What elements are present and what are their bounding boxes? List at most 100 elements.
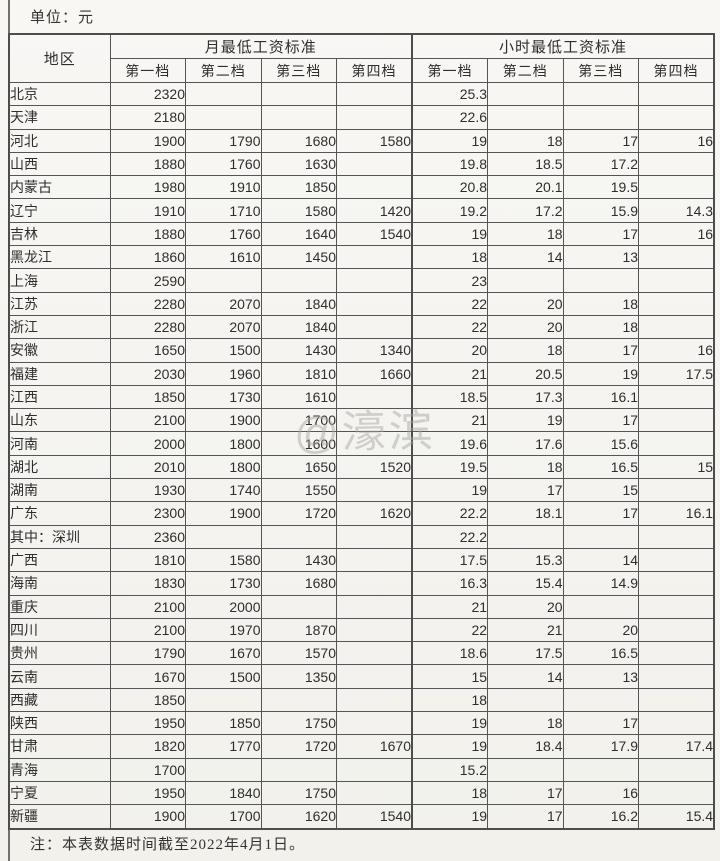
monthly-tier4-cell [336, 524, 413, 549]
table-header: 地区 月最低工资标准 小时最低工资标准 第一档 第二档 第三档 第四档 第一档 … [8, 33, 715, 83]
hourly-tier1-cell: 21 [411, 408, 489, 433]
monthly-tier3-cell: 1850 [260, 175, 337, 200]
monthly-tier3-cell: 1750 [260, 780, 337, 806]
hourly-tier2-cell: 14 [487, 245, 564, 270]
hourly-tier2-header: 第二档 [487, 58, 564, 83]
region-cell: 西藏 [8, 687, 111, 713]
hourly-tier1-cell: 18.5 [411, 384, 489, 410]
table-row: 四川 2100 1970 1870 22 21 20 [8, 617, 715, 643]
monthly-tier2-cell: 1730 [185, 384, 262, 410]
hourly-tier3-cell: 16.5 [562, 454, 640, 480]
monthly-tier4-cell [336, 81, 413, 107]
hourly-tier2-cell: 18 [487, 454, 564, 480]
hourly-tier3-cell: 17 [562, 711, 640, 736]
hourly-tier4-cell: 16 [638, 128, 715, 153]
monthly-tier4-cell [336, 314, 413, 340]
monthly-tier3-cell: 1700 [260, 408, 337, 433]
monthly-tier2-cell: 1760 [185, 221, 262, 247]
monthly-tier3-cell: 1550 [260, 478, 337, 503]
table-row: 海南 1830 1730 1680 16.3 15.4 14.9 [8, 571, 715, 596]
monthly-tier1-cell: 1790 [109, 641, 186, 666]
monthly-tier2-cell: 1610 [185, 245, 262, 270]
monthly-tier3-cell: 1580 [260, 198, 337, 223]
monthly-tier1-cell: 1900 [109, 804, 186, 829]
hourly-tier3-cell: 16.2 [562, 804, 640, 829]
monthly-tier4-cell: 1520 [336, 454, 413, 480]
hourly-tier3-cell [562, 268, 640, 293]
region-cell: 云南 [8, 664, 111, 689]
monthly-tier4-cell: 1420 [336, 198, 413, 223]
hourly-tier1-cell: 18 [411, 687, 489, 713]
hourly-tier4-cell [638, 151, 715, 177]
hourly-tier4-cell [638, 291, 715, 316]
table-row: 广西 1810 1580 1430 17.5 15.3 14 [8, 547, 715, 573]
monthly-tier3-cell: 1680 [260, 128, 337, 153]
monthly-tier3-header: 第三档 [260, 58, 337, 83]
region-cell: 浙江 [8, 314, 111, 340]
region-cell: 海南 [8, 571, 111, 596]
table-row: 内蒙古 1980 1910 1850 20.8 20.1 19.5 [8, 175, 715, 200]
monthly-tier2-cell: 1800 [185, 431, 262, 456]
hourly-tier3-cell: 17 [562, 408, 640, 433]
hourly-tier3-cell [562, 757, 640, 782]
monthly-tier3-cell: 1840 [260, 314, 337, 340]
monthly-tier1-cell: 1820 [109, 734, 186, 759]
hourly-tier4-cell: 15.4 [638, 804, 715, 829]
region-cell: 安徽 [8, 338, 111, 363]
hourly-tier3-cell: 16.5 [562, 641, 640, 666]
monthly-tier2-cell: 1730 [185, 571, 262, 596]
table-row: 北京 2320 25.3 [8, 81, 715, 107]
hourly-tier3-cell: 16 [562, 780, 640, 806]
hourly-tier3-cell: 17 [562, 501, 640, 526]
monthly-tier1-cell: 2280 [109, 314, 186, 340]
region-cell: 青海 [8, 757, 111, 782]
monthly-tier4-cell [336, 664, 413, 689]
monthly-tier4-cell: 1660 [336, 361, 413, 386]
table-row: 陕西 1950 1850 1750 19 18 17 [8, 711, 715, 736]
table-row: 江苏 2280 2070 1840 22 20 18 [8, 291, 715, 316]
table-row: 江西 1850 1730 1610 18.5 17.3 16.1 [8, 384, 715, 410]
monthly-tier2-cell [185, 105, 262, 130]
monthly-tier4-header: 第四档 [336, 58, 413, 83]
hourly-tier3-cell [562, 594, 640, 619]
hourly-tier3-cell: 14.9 [562, 571, 640, 596]
hourly-tier2-cell: 20 [487, 314, 564, 340]
hourly-tier3-cell: 18 [562, 291, 640, 316]
table-row: 重庆 2100 2000 21 20 [8, 594, 715, 619]
hourly-tier2-cell: 20.1 [487, 175, 564, 200]
hourly-tier1-cell: 18 [411, 780, 489, 806]
monthly-tier1-cell: 1880 [109, 221, 186, 247]
region-cell: 湖北 [8, 454, 111, 480]
hourly-tier3-cell: 15.6 [562, 431, 640, 456]
hourly-tier3-cell: 19 [562, 361, 640, 386]
table-row: 甘肃 1820 1770 1720 1670 19 18.4 17.9 17.4 [8, 734, 715, 759]
monthly-tier1-cell: 1980 [109, 175, 186, 200]
region-cell: 江苏 [8, 291, 111, 316]
table-row: 湖南 1930 1740 1550 19 17 15 [8, 478, 715, 503]
hourly-tier3-header: 第三档 [562, 58, 640, 83]
monthly-tier1-cell: 1880 [109, 151, 186, 177]
table-row: 云南 1670 1500 1350 15 14 13 [8, 664, 715, 689]
monthly-tier3-cell: 1610 [260, 384, 337, 410]
monthly-tier2-cell: 1850 [185, 711, 262, 736]
hourly-tier3-cell: 20 [562, 617, 640, 643]
monthly-tier3-cell: 1450 [260, 245, 337, 270]
hourly-tier1-cell: 19.6 [411, 431, 489, 456]
monthly-tier2-cell: 1580 [185, 547, 262, 573]
monthly-tier2-cell: 2070 [185, 314, 262, 340]
monthly-tier4-cell [336, 757, 413, 782]
monthly-tier2-cell: 2000 [185, 594, 262, 619]
hourly-tier2-cell: 17.6 [487, 431, 564, 456]
hourly-tier1-cell: 19.5 [411, 454, 489, 480]
monthly-tier3-cell [260, 81, 337, 107]
hourly-tier4-cell [638, 641, 715, 666]
monthly-tier3-cell: 1630 [260, 151, 337, 177]
table-row: 浙江 2280 2070 1840 22 20 18 [8, 314, 715, 340]
region-cell: 重庆 [8, 594, 111, 619]
monthly-tier2-cell: 1770 [185, 734, 262, 759]
region-cell: 辽宁 [8, 198, 111, 223]
monthly-tier2-cell: 2070 [185, 291, 262, 316]
table-row: 其中：深圳 2360 22.2 [8, 524, 715, 549]
hourly-tier4-cell [638, 431, 715, 456]
monthly-tier4-cell [336, 687, 413, 713]
